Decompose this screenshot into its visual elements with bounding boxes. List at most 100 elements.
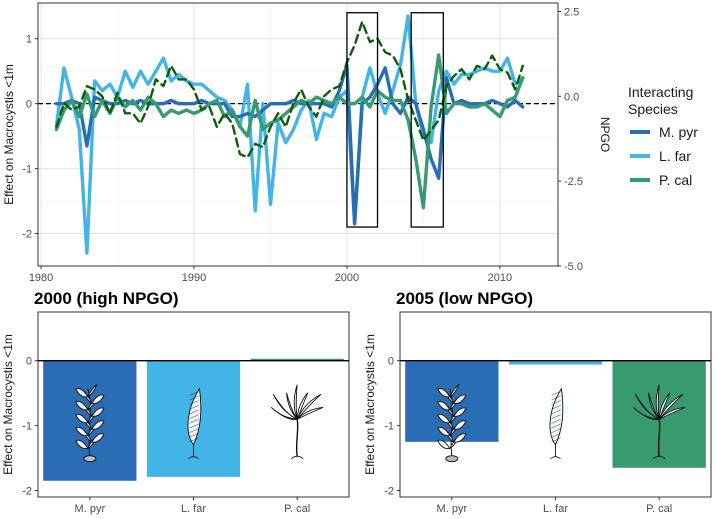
kelp-texture [551,391,561,396]
kelp-texture [189,419,199,424]
bar2005-y-tick-label: -1 [384,421,394,433]
kelp-blade [453,407,467,417]
kelp-texture [189,428,199,433]
x-tick-label: 2000 [335,272,359,284]
kelp-blade [286,392,298,420]
kelp-texture [551,409,561,415]
kelp-texture [551,437,561,443]
highlight-box-1 [346,12,379,228]
kelp-blade [75,426,89,437]
kelp-holdfast [290,455,304,460]
highlight-box-2 [410,12,444,228]
kelp-blade [648,392,660,420]
bar2000-x-tick-label: L. far [181,503,206,515]
bar2005-x-tick-label: L. far [543,503,568,515]
bar2005-title: 2005 (low NPGO) [396,289,533,308]
kelp-pterygophora-icon [270,384,324,460]
legend: Interacting Species M. pyr L. far P. cal [628,84,698,188]
kelp-blade [296,392,309,420]
series-group [54,14,525,255]
y-tick-label: -2 [22,229,32,241]
legend-title-line: Interacting [628,84,693,100]
kelp-blade [87,383,98,398]
kelp-blade [453,394,467,404]
kelp-blade [296,393,322,420]
bar2000-panel: 2000 (high NPGO) M. pyr L. far P. cal -2 -1 0E… [1,289,350,515]
bar2005-panel: 2005 (low NPGO) M. pyr L. far P. cal -2 -1 0 Ef… [363,289,712,515]
kelp-blade [437,439,451,450]
kelp-laminaria-icon [187,387,202,460]
kelp-texture [189,423,199,429]
kelp-blade [75,413,89,424]
y-axis-title: Effect on Macrocystis <1m [2,64,16,205]
bar2005-y-tick-label: 0 [388,356,394,368]
legend-title-line: Species [628,101,678,117]
legend-title: Interacting Species [628,84,693,117]
kelp-blade [270,407,298,420]
kelp-blade [634,394,660,420]
bar2000-y-tick-label: -2 [22,486,32,498]
kelp-macrocystis-icon [437,383,467,463]
plot-background [38,3,558,266]
kelp-texture [189,409,199,415]
bar2000-y-tick-label: -1 [22,421,32,433]
kelp-texture [551,423,561,429]
y2-tick-label: 0.0 [564,91,579,103]
timeseries-panel: 1980 1990 2000 2010 -2 -1 0 1 -5.0 -2.5 0.0 2.5 Effe… [2,2,612,284]
legend-label: M. pyr [659,124,698,140]
kelp-texture [551,400,561,405]
y-tick-label: 0 [26,99,32,111]
kelp-texture [551,419,561,424]
kelp-texture [189,405,199,410]
kelp-laminaria-icon [549,387,564,460]
kelp-pterygophora-icon [632,384,686,460]
kelp-blade [272,394,298,420]
bar2005-x-tick-label: P. cal [646,503,672,515]
legend-label: L. far [659,148,691,164]
bar2005-y-axis-title: Effect on Macrocystis <1m [363,334,377,475]
legend-label: P. cal [659,172,692,188]
kelp-blade [632,407,660,420]
kelp-blade [658,406,686,420]
kelp-texture [189,437,199,443]
kelp-blade [655,384,660,420]
kelp-texture [189,391,199,396]
kelp-blade [91,433,105,443]
kelp-texture [551,395,561,401]
kelp-blade [91,420,105,430]
bar2000-x-tick-label: P. cal [284,503,310,515]
x-tick-label: 2010 [488,272,512,284]
kelp-texture [189,414,199,419]
y2-tick-label: -2.5 [564,176,583,188]
kelp-texture [189,433,199,438]
kelp-blade [75,439,89,450]
kelp-blade [293,384,298,420]
y2-axis-title: NPGO [598,117,612,152]
kelp-blade [658,392,671,420]
kelp-macrocystis-icon [75,383,105,463]
kelp-blade [449,383,460,398]
bar2005-y-tick-label: -2 [384,486,394,498]
kelp-blade [437,388,451,398]
kelp-holdfast [445,455,459,463]
y-tick-label: 1 [26,34,32,46]
kelp-blade [453,420,467,430]
kelp-blade [437,401,451,411]
x-tick-label: 1980 [29,272,53,284]
series-line-npgo [55,20,524,159]
kelp-stipe [657,419,661,457]
y-tick-label: -1 [22,164,32,176]
kelp-blade [91,394,105,404]
kelp-blade [75,401,89,411]
kelp-blade [437,413,451,424]
kelp-texture [189,400,199,405]
bar2000-y-axis-title: Effect on Macrocystis <1m [1,334,15,475]
bar2005-bar-lfar [508,360,603,365]
bar2000-title: 2000 (high NPGO) [34,289,179,308]
plot-border [37,2,559,267]
bar2000-y-tick-label: 0 [26,356,32,368]
kelp-holdfast [652,455,666,460]
kelp-blade [296,406,324,420]
kelp-holdfast [550,456,561,460]
